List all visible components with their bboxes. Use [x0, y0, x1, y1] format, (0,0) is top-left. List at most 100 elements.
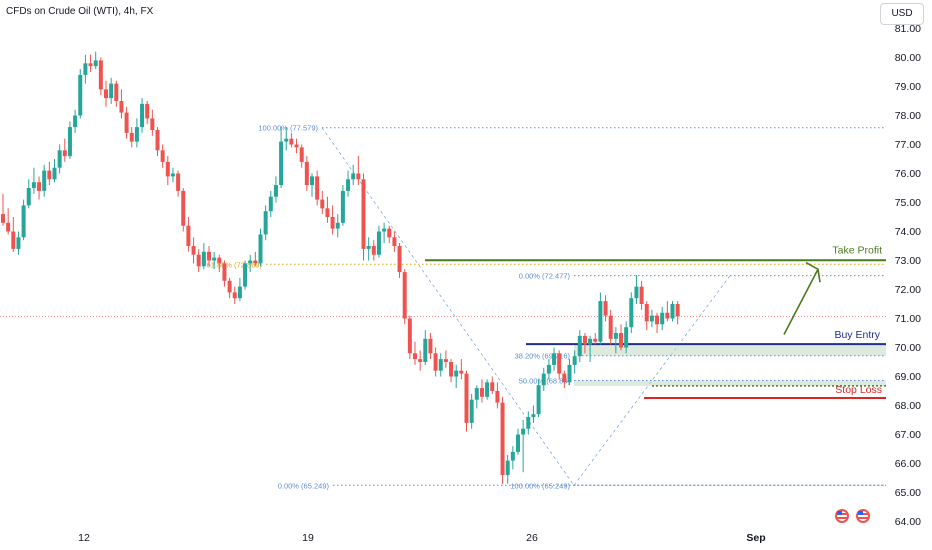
candle-body — [675, 304, 680, 317]
candle — [402, 269, 407, 325]
candle — [407, 315, 412, 360]
candle — [428, 333, 433, 360]
candle — [546, 359, 551, 380]
candle-body — [577, 335, 582, 357]
candle — [237, 277, 242, 302]
candle-body — [67, 127, 72, 157]
candle-body — [490, 382, 495, 391]
candle — [145, 101, 150, 125]
candle-body — [52, 167, 57, 180]
candle-body — [495, 391, 500, 403]
currency-button[interactable]: USD — [880, 3, 924, 25]
candle-body — [140, 103, 145, 128]
fib-2-label: 100.00% (65.249) — [510, 481, 570, 490]
candle-body — [284, 138, 289, 142]
candle — [577, 330, 582, 362]
candle — [521, 420, 526, 473]
candle — [449, 359, 454, 383]
candle — [619, 324, 623, 351]
candle-body — [464, 373, 469, 423]
economic-events[interactable] — [835, 509, 870, 523]
candle — [459, 359, 464, 380]
candle-body — [248, 260, 253, 264]
candle-body — [351, 173, 356, 180]
candle-body — [176, 173, 181, 191]
price-tick-label: 65.00 — [895, 487, 921, 499]
candle-body — [624, 327, 629, 348]
candle — [170, 167, 175, 183]
candle — [665, 301, 670, 322]
candle — [114, 80, 119, 107]
candle — [37, 176, 42, 200]
candle — [186, 217, 191, 252]
candle — [340, 185, 345, 226]
candle — [165, 156, 170, 186]
candle-body — [201, 251, 206, 267]
candle-body — [243, 263, 248, 287]
candle-body — [263, 211, 268, 235]
candle — [140, 98, 145, 133]
candle — [670, 301, 675, 322]
candle — [541, 367, 546, 391]
candle-body — [665, 312, 670, 319]
candle — [562, 370, 567, 389]
candle — [644, 301, 649, 331]
candle — [418, 350, 423, 371]
candle-body — [392, 237, 397, 246]
candle — [325, 196, 330, 223]
candle — [52, 159, 57, 183]
candle-body — [134, 127, 139, 142]
candle-body — [170, 173, 175, 177]
candle-body — [304, 161, 309, 186]
candle-body — [6, 222, 11, 232]
candle — [98, 57, 103, 96]
candle-body — [649, 315, 654, 322]
price-tick-label: 77.00 — [895, 139, 921, 151]
candle — [598, 292, 603, 345]
candle — [438, 353, 443, 377]
candle — [516, 428, 520, 455]
us-flag-icon[interactable] — [856, 509, 870, 523]
candle-body — [57, 150, 62, 168]
candle — [294, 138, 299, 154]
candle — [11, 217, 16, 252]
time-axis[interactable]: 12 19 26 Sep — [78, 532, 765, 544]
candle — [191, 237, 196, 264]
candle-body — [562, 373, 567, 383]
candle-body — [150, 118, 155, 130]
price-tick-label: 71.00 — [895, 313, 921, 325]
candle-body — [237, 286, 242, 299]
candle — [371, 240, 376, 261]
candle-body — [608, 315, 613, 339]
candle — [16, 231, 21, 255]
us-flag-icon[interactable] — [835, 509, 849, 523]
candle-body — [93, 60, 98, 67]
price-axis-bg — [886, 0, 932, 550]
candle-body — [413, 353, 417, 360]
candle — [382, 222, 387, 244]
candle — [268, 190, 273, 217]
candle-body — [207, 251, 211, 261]
candle-body — [21, 205, 26, 238]
candle-body — [639, 286, 644, 304]
time-tick-label: 12 — [78, 532, 90, 544]
candle — [78, 69, 83, 119]
candle-body — [346, 179, 351, 191]
candle-body — [629, 298, 634, 328]
candle — [567, 359, 572, 386]
price-tick-label: 78.00 — [895, 110, 921, 122]
candle-body — [505, 460, 510, 476]
buy-zone — [574, 344, 886, 356]
price-axis[interactable]: 64.00 65.00 66.00 67.00 68.00 69.00 70.00 71.00… — [886, 0, 932, 550]
candle — [655, 312, 660, 333]
candle — [624, 321, 629, 354]
candle-body — [557, 353, 562, 374]
candle-body — [588, 338, 593, 345]
candle — [212, 251, 217, 270]
candle — [603, 295, 608, 322]
candle-body — [531, 414, 536, 418]
price-tick-label: 66.00 — [895, 458, 921, 470]
candle-body — [37, 182, 42, 191]
candle — [675, 301, 680, 325]
